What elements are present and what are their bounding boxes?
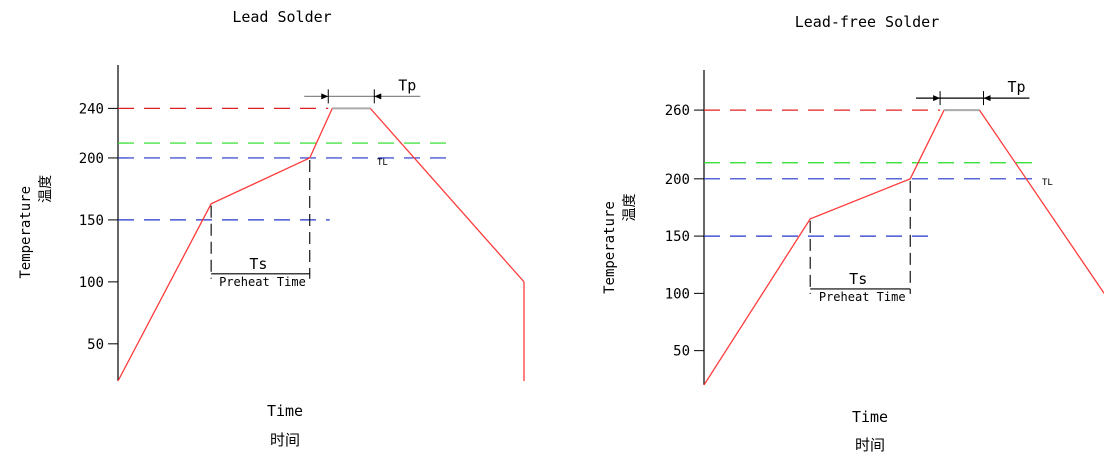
y-tick-label: 260	[665, 103, 690, 119]
x-axis-label: Time	[267, 402, 303, 420]
tp-arrow-right	[374, 93, 382, 100]
x-axis-label-cn: 时间	[270, 431, 300, 449]
y-tick-label: 200	[79, 151, 104, 167]
ts-label: Ts	[849, 270, 867, 288]
chart-panel-1: Lead Solder 50 100 150 200 240 Temperature 温度 Ti…	[18, 8, 525, 449]
y-label-cn-group: 温度	[38, 175, 54, 203]
x-axis-label: Time	[852, 408, 888, 426]
y-label-group: Temperature	[18, 186, 34, 279]
y-label-cn-group: 温度	[622, 193, 638, 221]
profile-line	[703, 109, 1104, 386]
y-tick-label: 240	[79, 101, 104, 117]
tp-arrow-left	[933, 95, 941, 102]
chart-title: Lead-free Solder	[795, 13, 940, 31]
profile-line	[117, 107, 525, 382]
tl-label: TL	[1042, 178, 1053, 188]
tp-arrow-right	[983, 95, 991, 102]
ts-label: Ts	[249, 255, 267, 273]
y-axis-label-cn: 温度	[38, 175, 54, 203]
y-tick-label: 100	[79, 275, 104, 291]
x-axis-label-cn: 时间	[855, 436, 885, 454]
y-tick-label: 100	[665, 286, 690, 302]
y-tick-label: 150	[665, 229, 690, 245]
tp-label: Tp	[1007, 78, 1025, 96]
y-tick-label: 200	[665, 172, 690, 188]
chart-panel-2: Lead-free Solder 50 100 150 200 260 Temperatur…	[602, 13, 1104, 454]
y-axis-label: Temperature	[18, 186, 34, 279]
y-tick-label: 50	[87, 337, 104, 353]
preheat-time-label: Preheat Time	[219, 275, 306, 289]
y-tick-label: 50	[673, 344, 690, 360]
tl-label: TL	[377, 158, 388, 168]
y-axis-label-cn: 温度	[622, 193, 638, 221]
tp-label: Tp	[398, 76, 416, 94]
y-tick-label: 150	[79, 213, 104, 229]
preheat-time-label: Preheat Time	[819, 290, 906, 304]
tp-arrow-left	[321, 93, 329, 100]
y-label-group: Temperature	[602, 201, 618, 294]
chart-title: Lead Solder	[232, 8, 331, 26]
y-axis-label: Temperature	[602, 201, 618, 294]
